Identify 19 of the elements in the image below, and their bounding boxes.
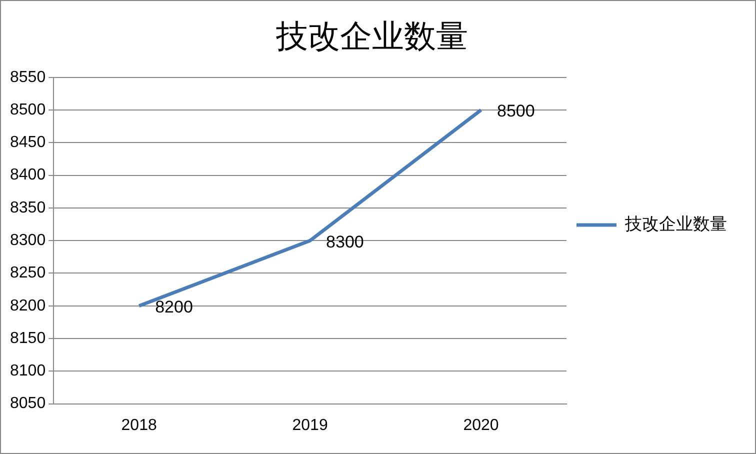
data-label: 8300 <box>326 232 364 252</box>
y-tick-label: 8150 <box>10 330 46 347</box>
data-label: 8200 <box>155 298 193 317</box>
chart-title: 技改企业数量 <box>275 18 468 54</box>
x-tick-label: 2018 <box>121 416 157 434</box>
y-tick-label: 8500 <box>10 101 46 118</box>
y-tick-label: 8050 <box>10 395 46 412</box>
y-tick-label: 8550 <box>10 68 46 86</box>
y-tick-label: 8250 <box>10 264 46 282</box>
y-tick-label: 8100 <box>10 362 46 380</box>
legend-label: 技改企业数量 <box>624 214 727 234</box>
x-tick-label: 2020 <box>463 416 499 434</box>
y-tick-label: 8200 <box>10 297 46 314</box>
y-tick-label: 8350 <box>10 199 46 216</box>
x-tick-label: 2019 <box>292 416 328 434</box>
data-label: 8500 <box>497 102 535 121</box>
y-tick-label: 8400 <box>10 166 46 184</box>
y-tick-label: 8300 <box>10 232 46 250</box>
y-tick-label: 8450 <box>10 134 46 152</box>
